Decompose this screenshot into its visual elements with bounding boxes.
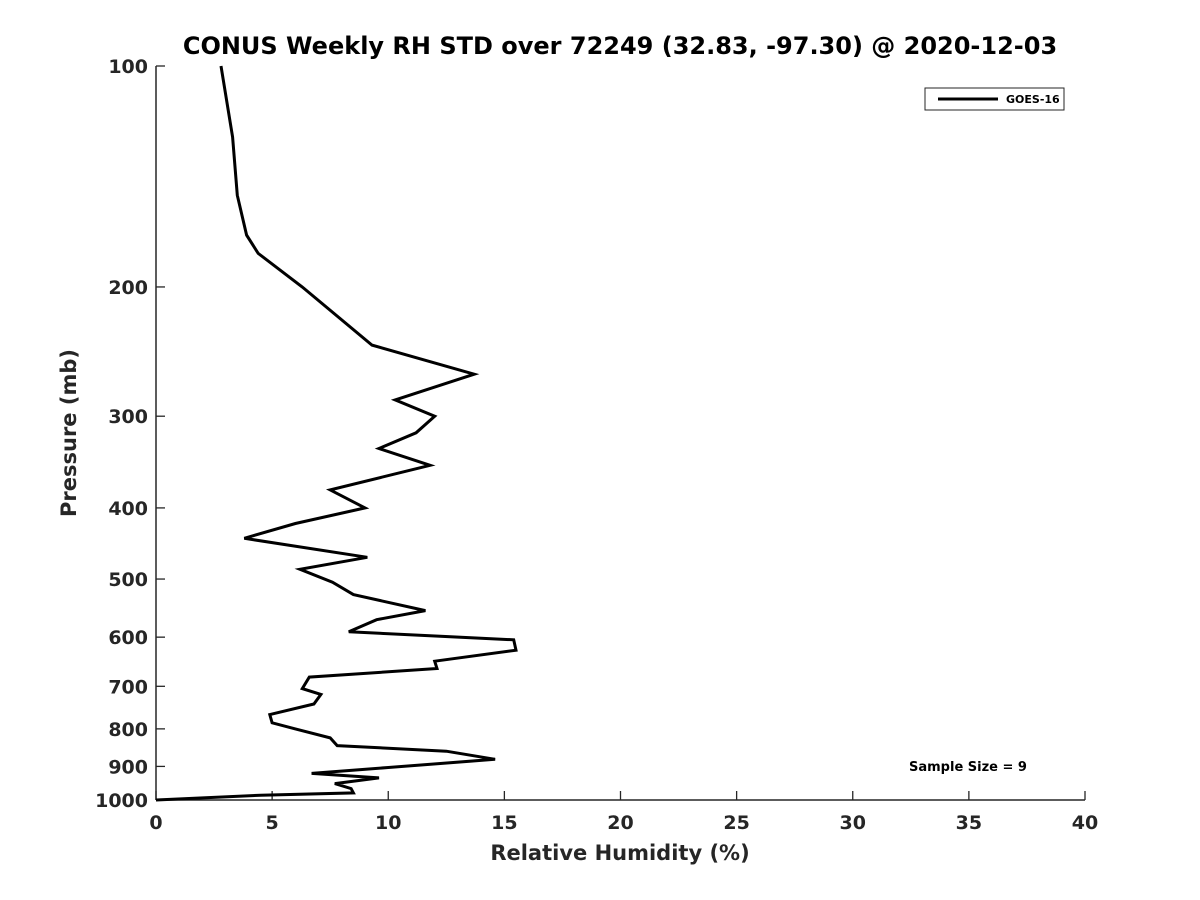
y-tick-label: 900 [108,756,148,778]
x-tick-label: 10 [375,812,401,834]
y-tick-label: 700 [108,676,148,698]
sample-size-annotation: Sample Size = 9 [909,760,1027,775]
y-tick-label: 100 [108,56,148,78]
y-ticks: 100 200 300 400 500 600 700 800 900 1000 [95,56,165,812]
x-tick-label: 15 [491,812,517,834]
y-tick-label: 400 [108,498,148,520]
chart-title: CONUS Weekly RH STD over 72249 (32.83, -… [183,32,1057,60]
series-layer [155,65,518,802]
y-tick-label: 200 [108,277,148,299]
series-line-goes-16 [155,65,518,802]
legend: GOES-16 [924,87,1065,111]
x-tick-label: 30 [840,812,866,834]
x-tick-label: 5 [266,812,279,834]
y-tick-label: 800 [108,719,148,741]
x-ticks: 0 5 10 15 20 25 30 35 40 [149,791,1098,834]
y-tick-label: 500 [108,569,148,591]
x-tick-label: 25 [723,812,749,834]
plot-area: 0 5 10 15 20 25 30 35 40 100 200 300 400 500 600 700 80… [95,56,1098,834]
y-tick-label: 600 [108,627,148,649]
y-tick-label: 1000 [95,790,148,812]
x-tick-label: 40 [1072,812,1098,834]
legend-label-goes-16: GOES-16 [1006,93,1060,106]
x-tick-label: 35 [956,812,982,834]
y-axis-label: Pressure (mb) [57,349,81,517]
x-axis-label: Relative Humidity (%) [490,841,749,865]
x-tick-label: 20 [607,812,633,834]
y-tick-label: 300 [108,406,148,428]
x-tick-label: 0 [149,812,162,834]
